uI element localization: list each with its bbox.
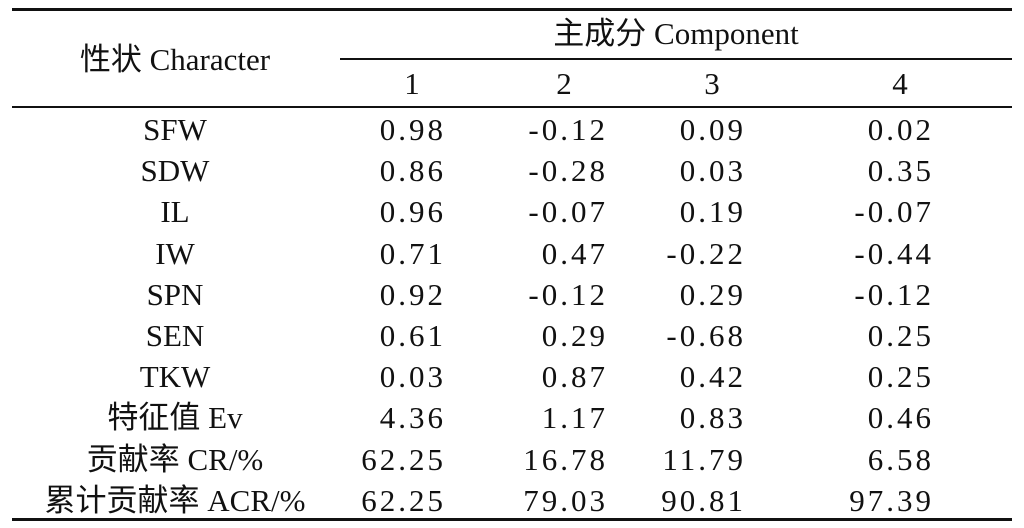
cell-value: 0.03 [679,153,746,188]
cell-value: -0.44 [854,236,934,271]
row-label: SDW [140,153,210,188]
cell-value: 0.86 [379,153,446,188]
cell-value: 0.03 [379,359,446,394]
cell-value: 62.25 [361,483,446,518]
table-header-rule [12,106,1012,108]
cell-value: 11.79 [662,442,746,477]
row-label: 特征值 Ev [107,400,243,435]
table-bottom-rule [12,518,1012,521]
cell-value: -0.28 [528,153,608,188]
row-label: IL [160,194,190,229]
row-label: 贡献率 CR/% [86,442,264,477]
cell-value: 62.25 [361,442,446,477]
cell-value: -0.12 [528,112,608,147]
cell-value: 1.17 [541,400,608,435]
component-header-3: 3 [704,66,720,101]
cell-value: 16.78 [523,442,608,477]
cell-value: 0.09 [679,112,746,147]
cell-value: 0.47 [541,236,608,271]
cell-value: 0.25 [867,318,934,353]
cell-value: 0.87 [541,359,608,394]
row-label: SFW [143,112,207,147]
row-label: SEN [145,318,205,353]
row-label: IW [155,236,195,271]
cell-value: 0.92 [379,277,446,312]
cell-value: 0.42 [679,359,746,394]
cell-value: -0.22 [666,236,746,271]
cell-value: 0.61 [379,318,446,353]
component-group-header: 主成分 Component [553,16,799,51]
cell-value: -0.12 [854,277,934,312]
cell-value: 0.25 [867,359,934,394]
cell-value: 79.03 [523,483,608,518]
cell-value: 0.83 [679,400,746,435]
component-header-1: 1 [404,66,420,101]
row-label: SPN [146,277,204,312]
cell-value: 4.36 [379,400,446,435]
cell-value: 0.29 [541,318,608,353]
cell-value: 0.71 [379,236,446,271]
cell-value: 90.81 [661,483,746,518]
cell-value: -0.68 [666,318,746,353]
table-subheader-rule [340,58,1012,60]
cell-value: -0.12 [528,277,608,312]
cell-value: -0.07 [528,194,608,229]
cell-value: -0.07 [854,194,934,229]
row-label: 累计贡献率 ACR/% [44,483,306,518]
cell-value: 0.35 [867,153,934,188]
table-top-rule [12,8,1012,11]
cell-value: 0.19 [679,194,746,229]
cell-value: 97.39 [849,483,934,518]
cell-value: 6.58 [867,442,934,477]
row-header-label: 性状 Character [79,42,271,77]
cell-value: 0.02 [867,112,934,147]
component-header-2: 2 [556,66,572,101]
cell-value: 0.29 [679,277,746,312]
cell-value: 0.46 [867,400,934,435]
row-label: TKW [139,359,211,394]
cell-value: 0.98 [379,112,446,147]
component-header-4: 4 [892,66,908,101]
cell-value: 0.96 [379,194,446,229]
